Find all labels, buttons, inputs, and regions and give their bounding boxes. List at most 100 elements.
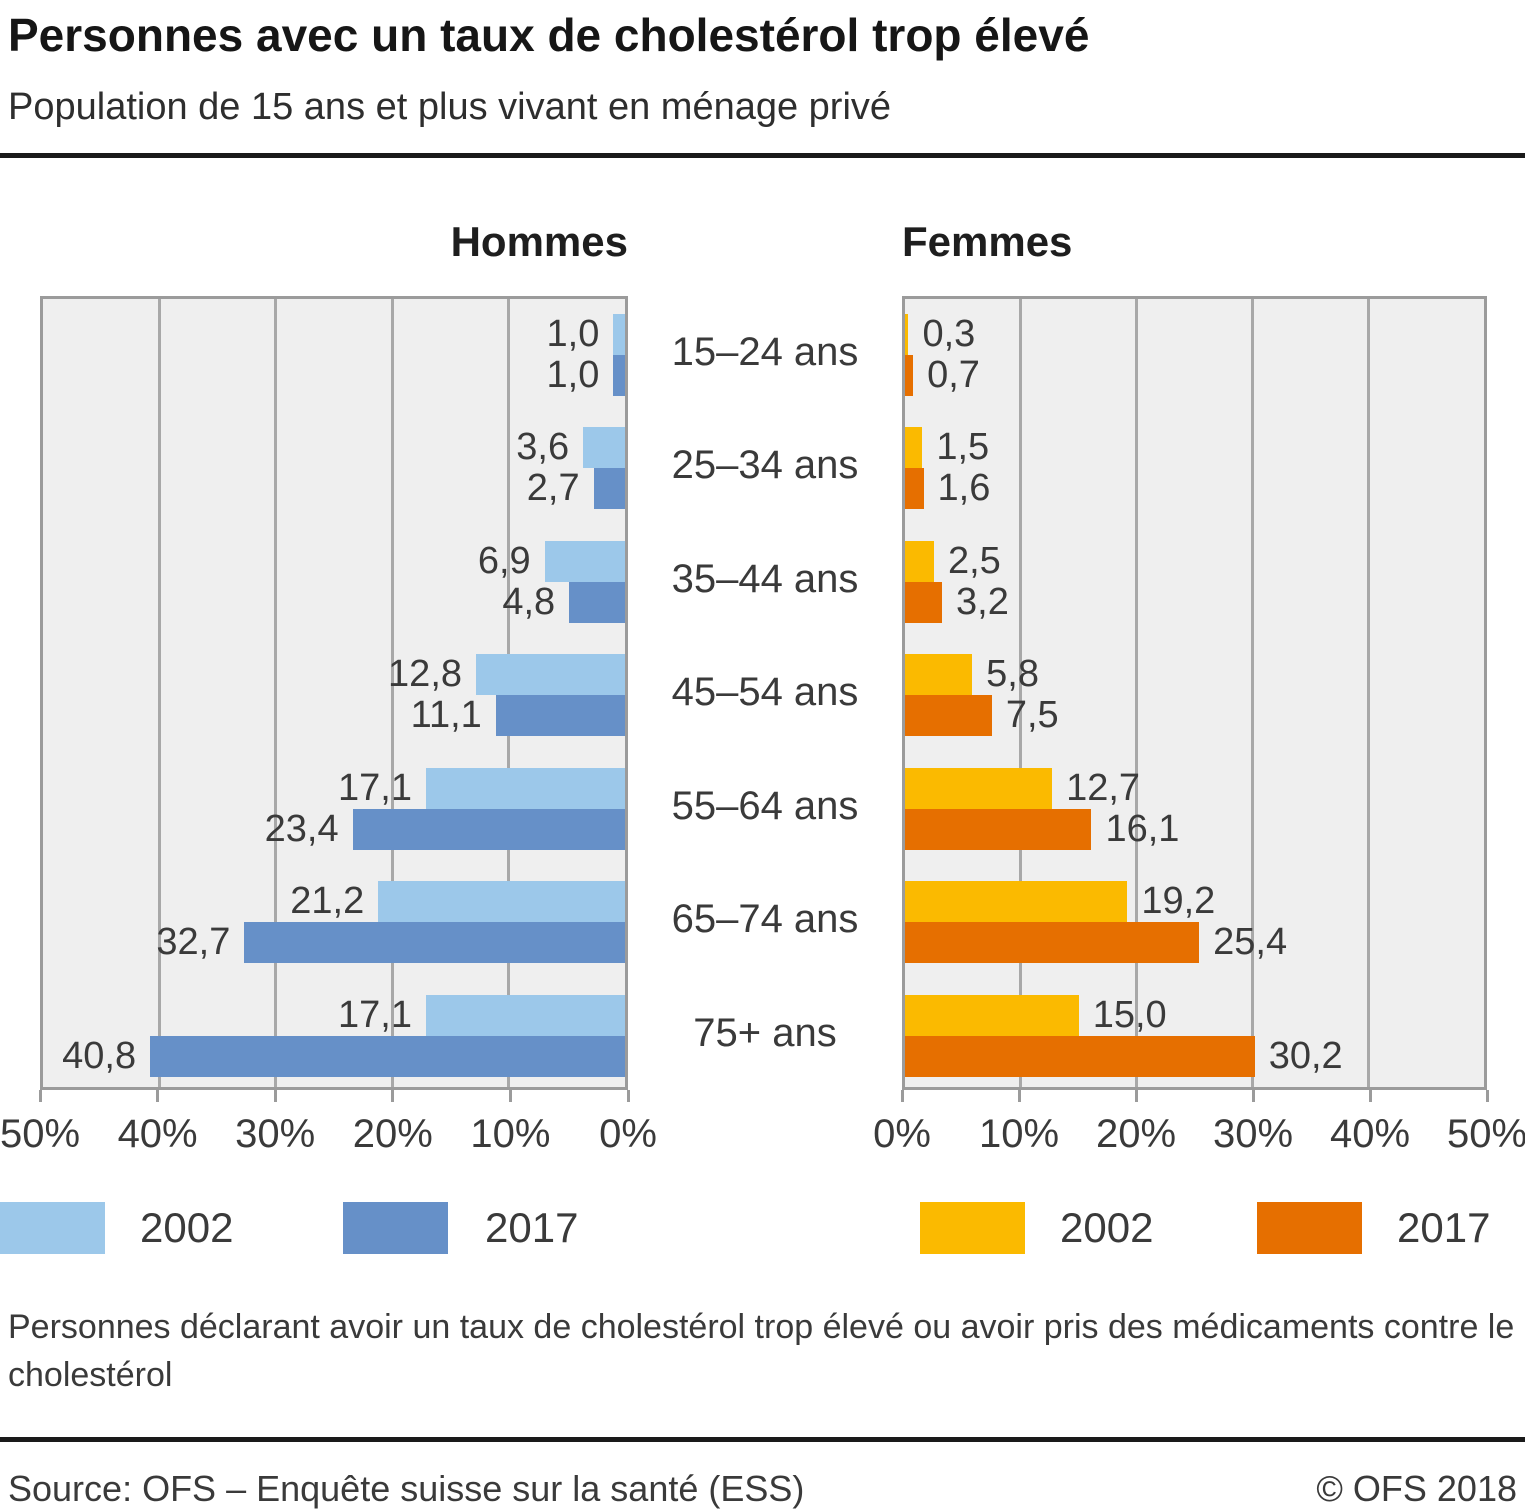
value-label-femmes-2002-2: 2,5	[947, 539, 1001, 582]
bar-femmes-2002-2	[905, 540, 934, 582]
bar-femmes-2017-0	[905, 355, 914, 396]
value-label-femmes-2002-6: 15,0	[1092, 993, 1167, 1036]
gridline	[157, 299, 161, 1087]
age-label-6: 75+ ans	[693, 1010, 837, 1055]
value-label-hommes-2017-6: 40,8	[62, 1034, 137, 1077]
axis-tick-label: 10%	[978, 1112, 1060, 1156]
plot-area-hommes: 1,0 3,6 6,9 12,8 17,1 21,2 17,1 1,0 2,7 4,8 11,1 23…	[40, 296, 628, 1090]
bar-hommes-2017-4	[352, 808, 625, 850]
bar-hommes-2002-0	[613, 314, 625, 355]
axis-tick-label: 30%	[1212, 1112, 1294, 1156]
value-label-hommes-2002-6: 17,1	[338, 993, 412, 1036]
bar-hommes-2017-0	[613, 355, 625, 396]
source: Source: OFS – Enquête suisse sur la sant…	[8, 1468, 805, 1509]
value-label-hommes-2002-1: 3,6	[516, 426, 570, 469]
value-label-hommes-2017-4: 23,4	[264, 807, 339, 850]
value-label-femmes-2002-0: 0,3	[922, 313, 976, 355]
legend-swatch-femmes-2002	[920, 1202, 1025, 1254]
chart-title: Personnes avec un taux de cholestérol tr…	[8, 9, 1090, 61]
bar-hommes-2017-6	[150, 1035, 625, 1077]
value-label-femmes-2017-1: 1,6	[937, 467, 991, 510]
axis-tick	[1368, 1090, 1372, 1102]
age-label-5: 65–74 ans	[671, 897, 859, 942]
value-label-hommes-2002-0: 1,0	[546, 313, 600, 355]
value-label-hommes-2002-2: 6,9	[477, 539, 531, 582]
bar-femmes-2017-1	[905, 468, 924, 510]
value-label-hommes-2017-0: 1,0	[546, 354, 600, 396]
bar-hommes-2002-5	[378, 881, 625, 923]
bar-hommes-2017-3	[495, 695, 625, 737]
axis-tick	[900, 1090, 904, 1102]
bottom-divider	[0, 1437, 1525, 1442]
legend-swatch-hommes-2017	[343, 1202, 448, 1254]
source-row: Source: OFS – Enquête suisse sur la sant…	[8, 1468, 1517, 1510]
axis-tick	[1485, 1090, 1489, 1102]
bar-femmes-2017-3	[905, 695, 992, 737]
legend-swatch-hommes-2002	[0, 1202, 105, 1254]
bar-hommes-2017-1	[593, 468, 625, 510]
bar-hommes-2002-1	[583, 427, 625, 469]
axis-tick-label: 0%	[873, 1112, 931, 1156]
value-label-femmes-2002-1: 1,5	[936, 426, 990, 469]
bar-hommes-2002-4	[425, 767, 625, 809]
value-label-hommes-2017-1: 2,7	[526, 467, 580, 510]
axis-tick	[508, 1090, 512, 1102]
legend-label-femmes-2017: 2017	[1397, 1204, 1491, 1251]
value-label-hommes-2017-2: 4,8	[502, 580, 556, 623]
axis-tick-label: 20%	[352, 1112, 433, 1156]
age-label-4: 55–64 ans	[671, 783, 859, 828]
bar-femmes-2002-0	[905, 314, 909, 355]
top-divider	[0, 153, 1525, 158]
age-label-2: 35–44 ans	[671, 556, 859, 601]
axis-tick-label: 0%	[599, 1112, 657, 1156]
bar-femmes-2017-4	[905, 808, 1092, 850]
gridline	[390, 299, 394, 1087]
chart-subtitle: Population de 15 ans et plus vivant en m…	[8, 86, 892, 128]
axis-tick	[1251, 1090, 1255, 1102]
axis-tick	[156, 1090, 160, 1102]
bar-femmes-2017-2	[905, 581, 943, 623]
age-label-3: 45–54 ans	[671, 670, 859, 715]
value-label-femmes-2017-5: 25,4	[1213, 921, 1288, 964]
value-label-hommes-2002-5: 21,2	[290, 880, 365, 923]
gridline	[1250, 299, 1254, 1087]
panel-header-hommes: Hommes	[450, 218, 628, 265]
bar-femmes-2017-5	[905, 922, 1200, 964]
value-label-femmes-2002-5: 19,2	[1141, 880, 1216, 923]
age-label-0: 15–24 ans	[671, 330, 859, 374]
bar-femmes-2002-4	[905, 767, 1053, 809]
gridline	[1135, 299, 1139, 1087]
panel-header-femmes: Femmes	[902, 218, 1073, 265]
axis-tick-label: 50%	[1446, 1112, 1525, 1156]
bar-hommes-2002-2	[544, 540, 625, 582]
axis-tick-label: 10%	[470, 1112, 551, 1156]
bar-hommes-2017-5	[244, 922, 625, 964]
value-label-femmes-2017-3: 7,5	[1005, 694, 1059, 737]
legend-label-hommes-2017: 2017	[485, 1204, 579, 1251]
axis-tick-label: 20%	[1095, 1112, 1177, 1156]
value-label-femmes-2017-2: 3,2	[956, 580, 1009, 623]
axis-tick	[38, 1090, 42, 1102]
value-label-hommes-2017-5: 32,7	[156, 921, 231, 964]
legend-swatch-femmes-2017	[1257, 1202, 1362, 1254]
axis-tick	[1017, 1090, 1021, 1102]
gridline	[1019, 299, 1023, 1087]
bar-femmes-2017-6	[905, 1035, 1255, 1077]
value-label-femmes-2002-4: 12,7	[1066, 766, 1141, 809]
age-label-1: 25–34 ans	[671, 443, 859, 488]
axis-tick-label: 40%	[1329, 1112, 1411, 1156]
value-label-hommes-2017-3: 11,1	[410, 694, 482, 737]
gridline	[1366, 299, 1370, 1087]
bar-femmes-2002-1	[905, 427, 923, 469]
value-label-femmes-2017-6: 30,2	[1268, 1034, 1343, 1077]
value-label-hommes-2002-3: 12,8	[388, 653, 463, 696]
gridline	[274, 299, 278, 1087]
axis-tick-label: 50%	[0, 1112, 81, 1156]
bar-femmes-2002-5	[905, 881, 1128, 923]
axis-tick	[626, 1090, 630, 1102]
plot-area-femmes: 0,3 1,5 2,5 5,8 12,7 19,2 15,0 0,7 1,6 3,2 7,5 16,1…	[902, 296, 1487, 1090]
value-label-femmes-2002-3: 5,8	[986, 653, 1039, 696]
copyright: © OFS 2018	[1316, 1468, 1517, 1509]
legend-label-femmes-2002: 2002	[1060, 1204, 1154, 1251]
